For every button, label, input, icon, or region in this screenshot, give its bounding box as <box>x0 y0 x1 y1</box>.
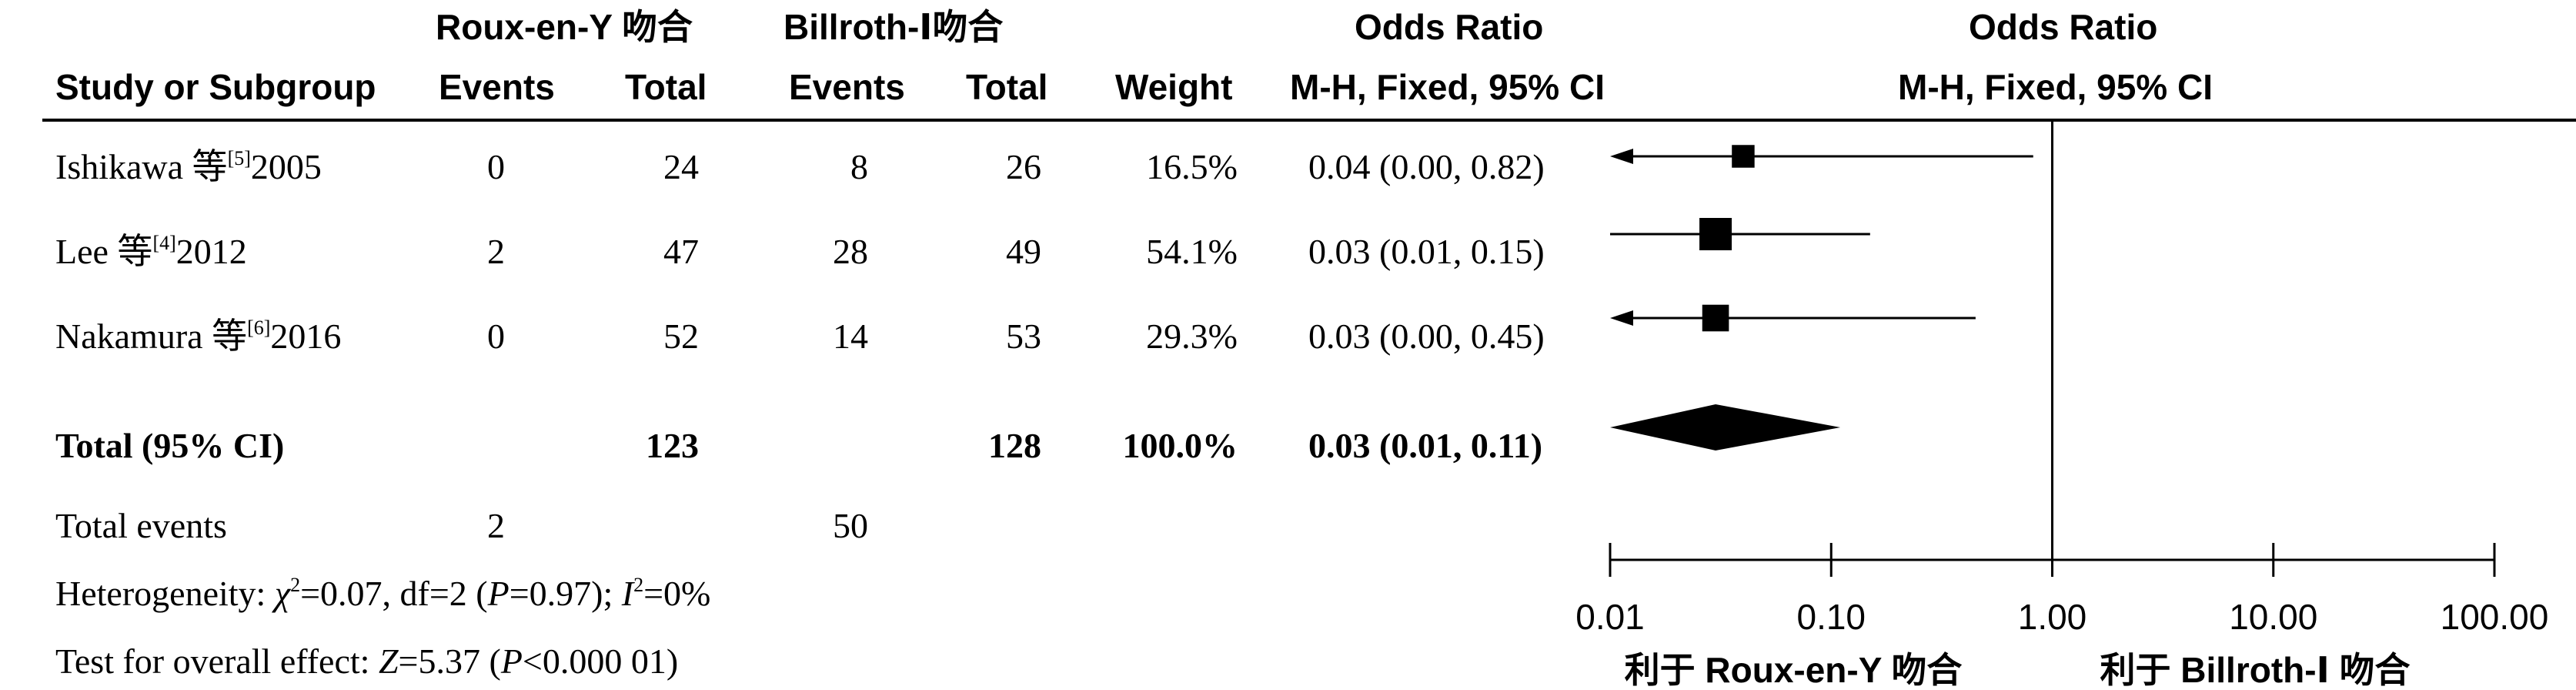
overall-effect-text: Test for overall effect: Z=5.37 (P<0.000… <box>55 641 679 681</box>
weight-column-header: Weight <box>1115 67 1233 107</box>
or-column-title: Odds Ratio <box>1355 7 1544 47</box>
study-name: Nakamura 等[6]2016 <box>55 317 342 356</box>
plot-method-header: M-H, Fixed, 95% CI <box>1898 67 2213 107</box>
total2-column-header: Total <box>966 67 1048 107</box>
total2-sum: 128 <box>988 426 1041 465</box>
study-name: Ishikawa 等[5]2005 <box>55 147 322 186</box>
pooled-or-ci: 0.03 (0.01, 0.11) <box>1308 426 1543 465</box>
header-rule <box>42 119 2576 122</box>
events2-value: 8 <box>850 147 868 186</box>
total1-value: 47 <box>663 232 699 271</box>
or-ci-value: 0.03 (0.00, 0.45) <box>1308 317 1545 356</box>
total1-column-header: Total <box>625 67 707 107</box>
total-label: Total (95% CI) <box>55 426 285 465</box>
point-estimate-square <box>1702 304 1729 332</box>
events2-value: 28 <box>833 232 868 271</box>
weight-value: 16.5% <box>1146 147 1238 186</box>
total2-value: 49 <box>1006 232 1041 271</box>
x-tick-label: 1.00 <box>2018 597 2087 637</box>
study-column-header: Study or Subgroup <box>55 67 376 107</box>
favours-left-label: 利于 Roux-en-Y 吻合 <box>1625 650 1963 690</box>
favours-right-label: 利于 Billroth-Ⅰ 吻合 <box>2100 650 2411 690</box>
weight-value: 29.3% <box>1146 317 1238 356</box>
events1-value: 0 <box>487 317 505 356</box>
point-estimate-square <box>1732 145 1755 168</box>
total2-value: 53 <box>1006 317 1041 356</box>
heterogeneity-text: Heterogeneity: χ2=0.07, df=2 (P=0.97); I… <box>55 574 711 613</box>
total-events2: 50 <box>833 506 868 545</box>
events1-column-header: Events <box>439 67 555 107</box>
x-tick-label: 0.10 <box>1796 597 1866 637</box>
point-estimate-square <box>1699 218 1732 250</box>
ci-truncated-arrow <box>1610 310 1633 326</box>
group1-header: Roux-en-Y 吻合 <box>436 7 693 47</box>
total-weight: 100.0% <box>1122 426 1238 465</box>
study-name: Lee 等[4]2012 <box>55 232 247 271</box>
x-tick-label: 100.00 <box>2441 597 2549 637</box>
or-ci-value: 0.03 (0.01, 0.15) <box>1308 232 1545 271</box>
group2-header: Billroth-Ⅰ吻合 <box>783 7 1004 47</box>
events1-value: 0 <box>487 147 505 186</box>
total1-value: 24 <box>663 147 699 186</box>
weight-value: 54.1% <box>1146 232 1238 271</box>
total-events-label: Total events <box>55 506 227 545</box>
or-ci-value: 0.04 (0.00, 0.82) <box>1308 147 1545 186</box>
events1-value: 2 <box>487 232 505 271</box>
events2-value: 14 <box>833 317 868 356</box>
x-tick-label: 0.01 <box>1575 597 1645 637</box>
plot-title: Odds Ratio <box>1969 7 2158 47</box>
or-method-header: M-H, Fixed, 95% CI <box>1290 67 1605 107</box>
x-tick-label: 10.00 <box>2229 597 2317 637</box>
total1-value: 52 <box>663 317 699 356</box>
events2-column-header: Events <box>789 67 905 107</box>
ci-truncated-arrow <box>1610 149 1633 164</box>
total2-value: 26 <box>1006 147 1041 186</box>
total1-sum: 123 <box>646 426 699 465</box>
pooled-diamond <box>1610 404 1841 451</box>
total-events1: 2 <box>487 506 505 545</box>
